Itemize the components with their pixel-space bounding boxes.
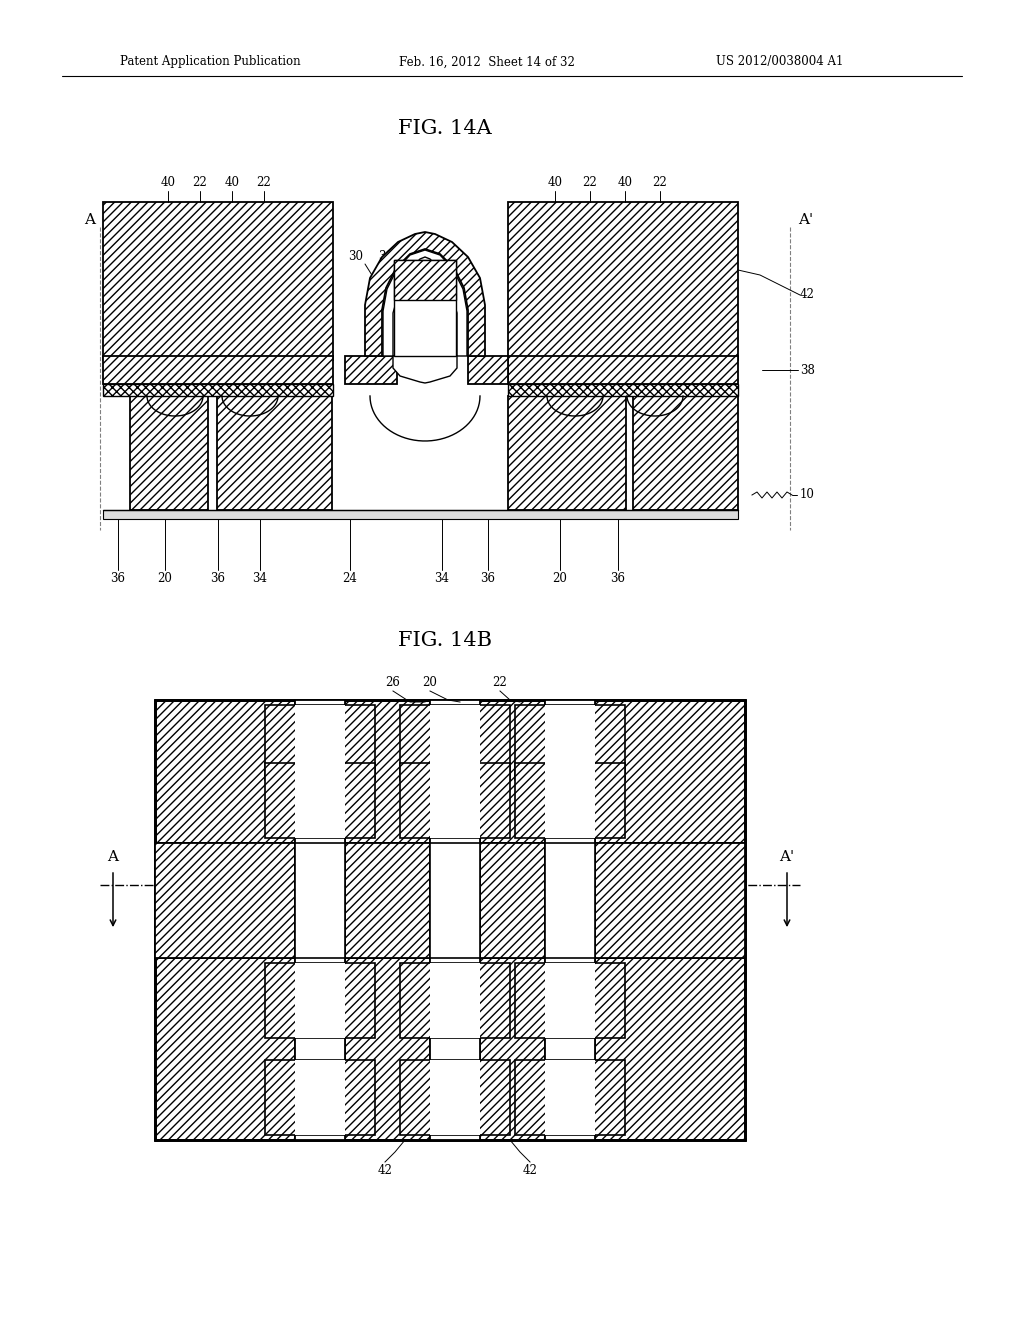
- Text: 34: 34: [434, 572, 450, 585]
- Text: FIG. 14A: FIG. 14A: [398, 119, 492, 137]
- Text: 40: 40: [161, 177, 175, 190]
- Text: Feb. 16, 2012  Sheet 14 of 32: Feb. 16, 2012 Sheet 14 of 32: [399, 55, 574, 69]
- Bar: [345, 356, 397, 384]
- Bar: [508, 202, 738, 360]
- Bar: [394, 260, 456, 300]
- Text: US 2012/0038004 A1: US 2012/0038004 A1: [717, 55, 844, 69]
- Text: A': A': [779, 850, 795, 865]
- Text: 20: 20: [158, 572, 172, 585]
- Text: 38: 38: [800, 363, 815, 376]
- Bar: [430, 705, 480, 780]
- Text: 42: 42: [522, 1163, 538, 1176]
- Text: 22: 22: [652, 177, 668, 190]
- Bar: [265, 1060, 375, 1135]
- Bar: [394, 260, 456, 356]
- Bar: [295, 843, 345, 958]
- Bar: [430, 843, 480, 958]
- Text: 22: 22: [583, 177, 597, 190]
- Bar: [508, 356, 738, 384]
- Bar: [103, 356, 333, 384]
- Bar: [295, 705, 345, 780]
- Bar: [545, 843, 595, 958]
- Text: 22: 22: [493, 676, 507, 689]
- Text: 36: 36: [480, 572, 496, 585]
- Bar: [508, 396, 626, 510]
- Text: 42: 42: [800, 289, 815, 301]
- Text: 20: 20: [423, 676, 437, 689]
- Bar: [508, 384, 738, 396]
- Bar: [545, 700, 595, 1140]
- Bar: [400, 763, 510, 838]
- Bar: [545, 763, 595, 838]
- Bar: [595, 843, 745, 958]
- Bar: [430, 763, 480, 838]
- Text: 36: 36: [379, 251, 393, 264]
- Polygon shape: [383, 249, 467, 356]
- Bar: [430, 964, 480, 1038]
- Bar: [515, 964, 625, 1038]
- Text: Patent Application Publication: Patent Application Publication: [120, 55, 300, 69]
- Text: FIG. 14B: FIG. 14B: [398, 631, 492, 649]
- Text: 36: 36: [211, 572, 225, 585]
- Bar: [155, 843, 295, 958]
- Bar: [217, 396, 332, 510]
- Bar: [265, 763, 375, 838]
- Text: 40: 40: [224, 177, 240, 190]
- Bar: [130, 396, 208, 510]
- Text: 36: 36: [111, 572, 126, 585]
- Bar: [515, 763, 625, 838]
- Bar: [515, 705, 625, 780]
- Text: 26: 26: [404, 251, 420, 264]
- Text: A: A: [108, 850, 119, 865]
- Bar: [103, 510, 738, 519]
- Bar: [155, 700, 745, 1140]
- Bar: [515, 1060, 625, 1135]
- Text: 30: 30: [436, 251, 452, 264]
- Bar: [345, 843, 430, 958]
- Bar: [545, 705, 595, 780]
- Bar: [265, 705, 375, 780]
- Bar: [468, 356, 508, 384]
- Bar: [295, 1060, 345, 1135]
- Bar: [103, 202, 333, 360]
- Bar: [155, 843, 745, 958]
- Bar: [633, 396, 738, 510]
- Bar: [103, 384, 333, 396]
- Text: 20: 20: [553, 572, 567, 585]
- Bar: [400, 1060, 510, 1135]
- Bar: [295, 700, 345, 1140]
- Text: 40: 40: [617, 177, 633, 190]
- Text: 36: 36: [610, 572, 626, 585]
- Text: 24: 24: [343, 572, 357, 585]
- Text: 26: 26: [386, 676, 400, 689]
- Text: 34: 34: [253, 572, 267, 585]
- Text: A': A': [798, 213, 813, 227]
- Polygon shape: [365, 232, 485, 356]
- Bar: [545, 964, 595, 1038]
- Text: 30: 30: [348, 251, 364, 264]
- Bar: [295, 964, 345, 1038]
- Text: 10: 10: [800, 488, 815, 502]
- Bar: [545, 1060, 595, 1135]
- Polygon shape: [393, 356, 457, 383]
- Text: 42: 42: [378, 1163, 392, 1176]
- Bar: [295, 763, 345, 838]
- Bar: [400, 705, 510, 780]
- Bar: [265, 964, 375, 1038]
- Text: 40: 40: [548, 177, 562, 190]
- Bar: [480, 843, 545, 958]
- Text: 22: 22: [193, 177, 208, 190]
- Bar: [430, 1060, 480, 1135]
- Bar: [430, 700, 480, 1140]
- Text: A: A: [85, 213, 95, 227]
- Bar: [400, 964, 510, 1038]
- Text: 22: 22: [257, 177, 271, 190]
